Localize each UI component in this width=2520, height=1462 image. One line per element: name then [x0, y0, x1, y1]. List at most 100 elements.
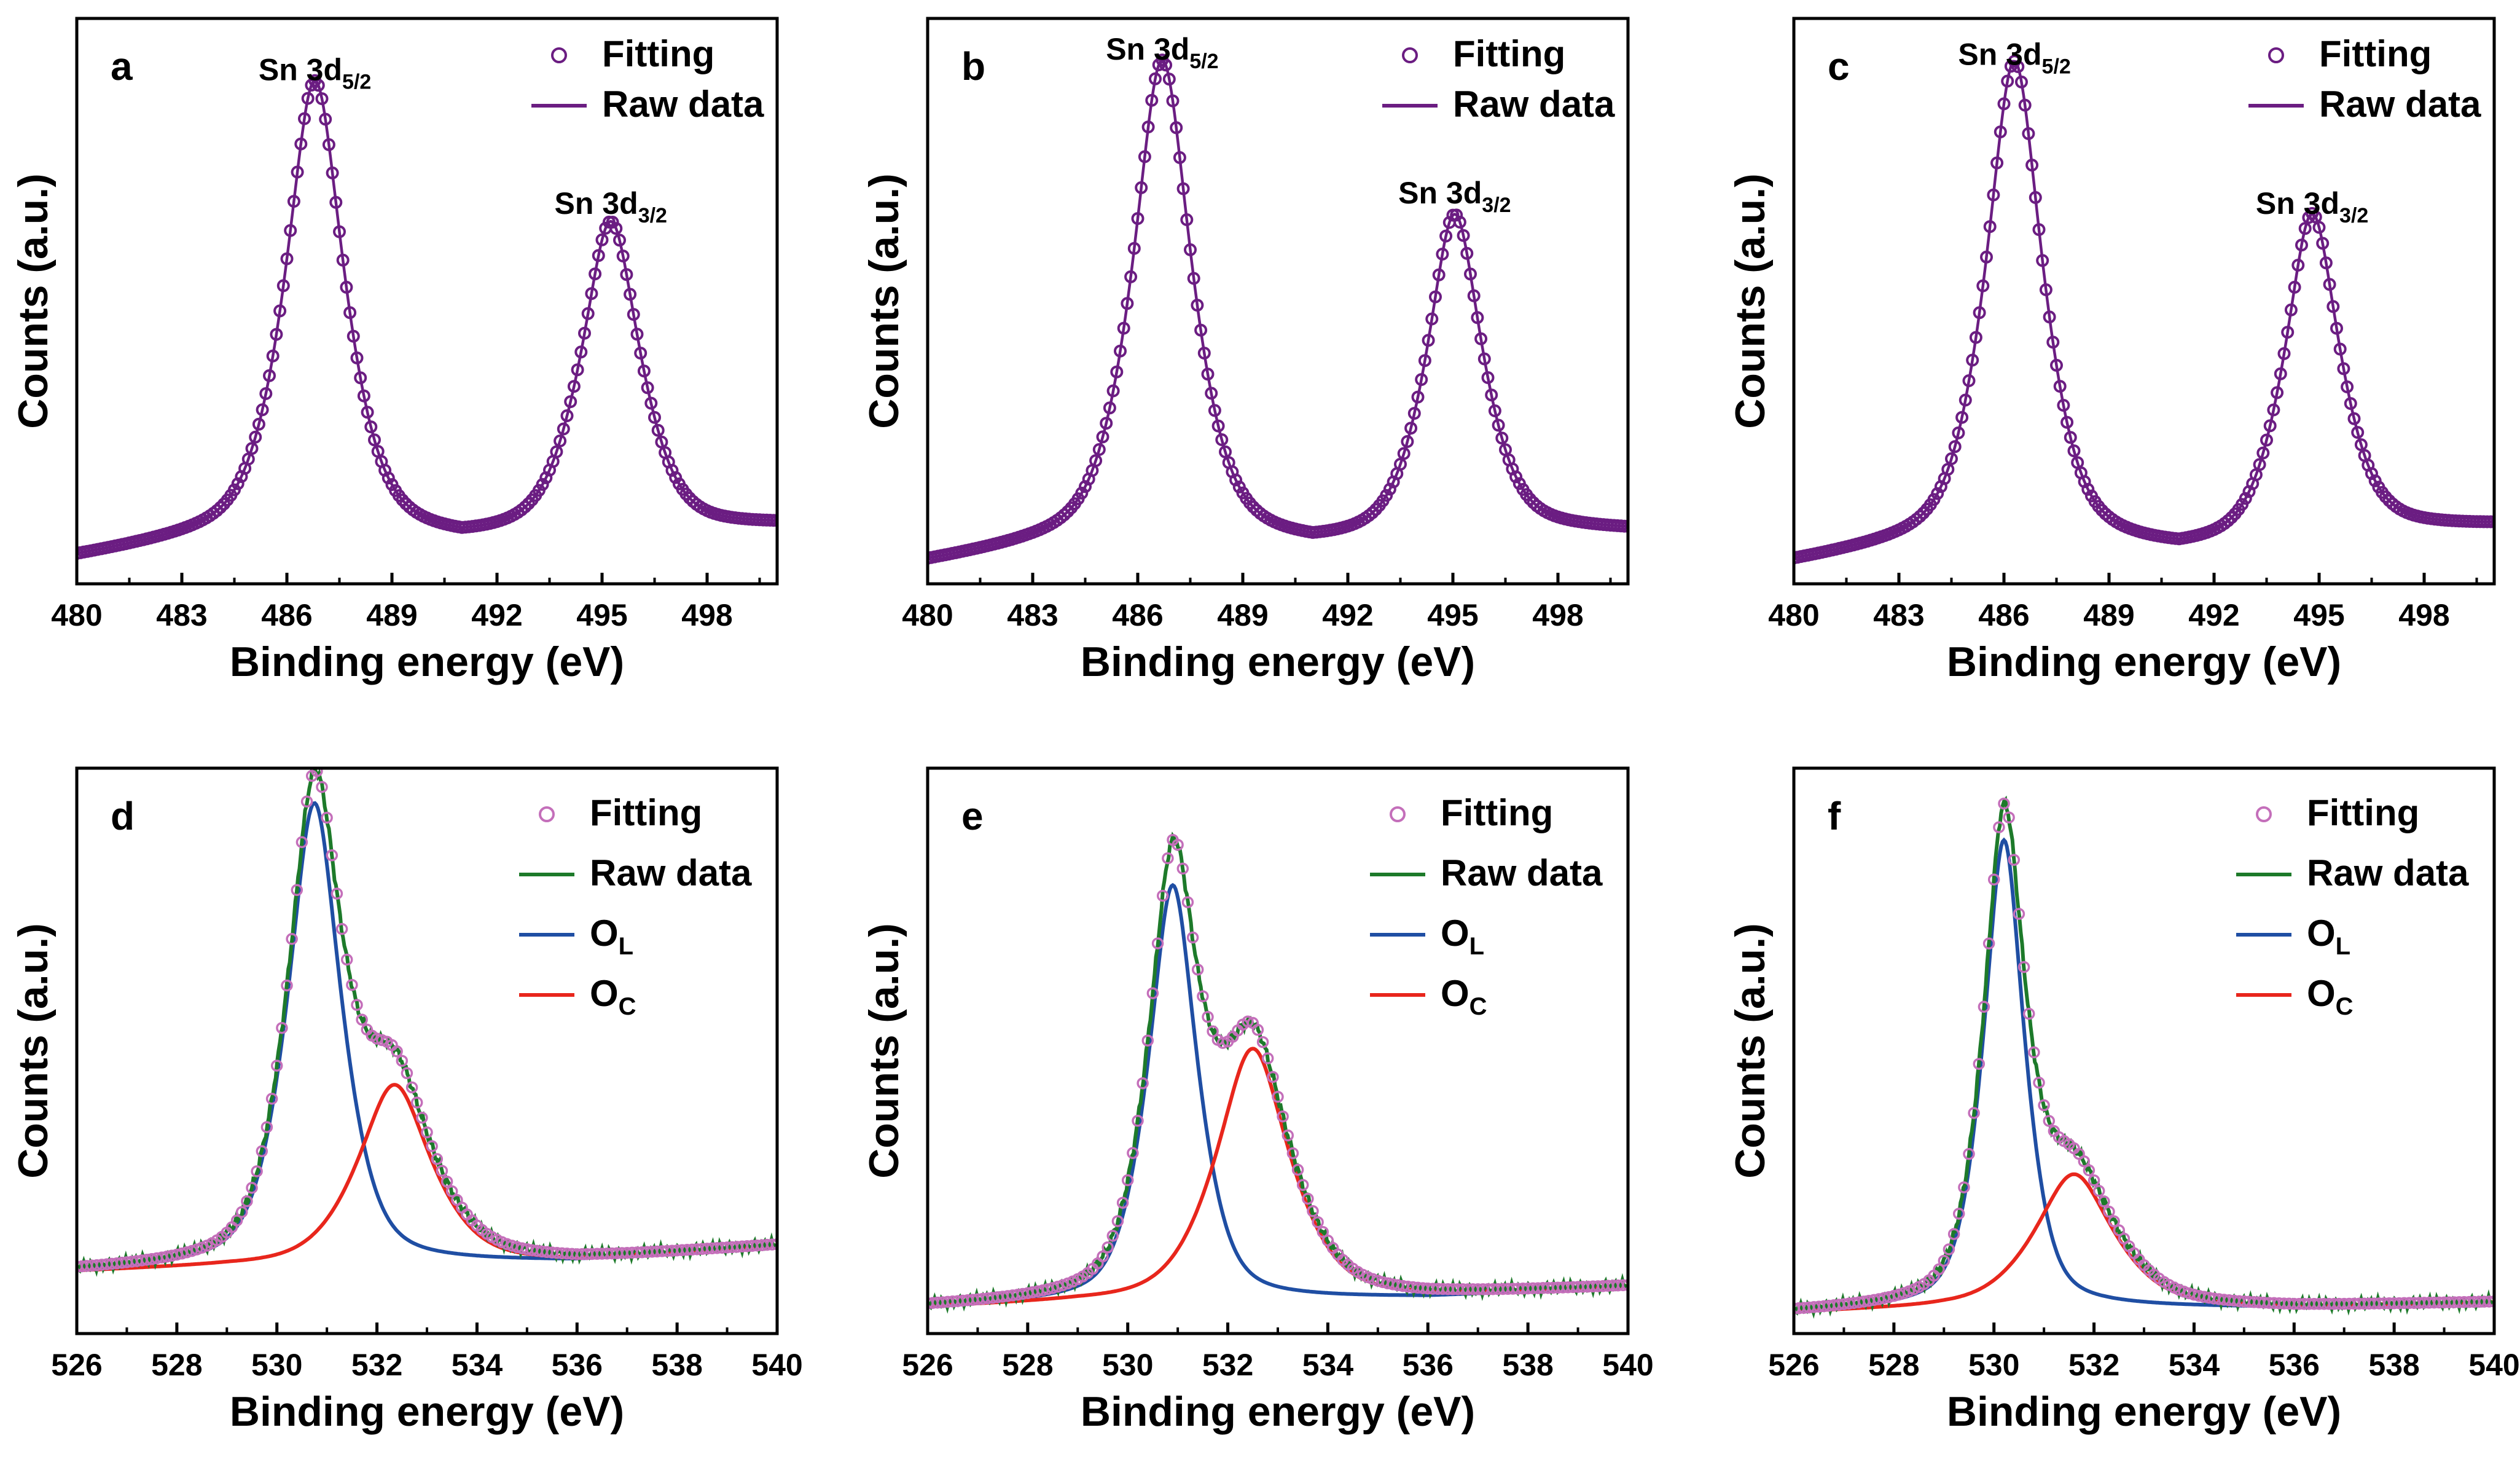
fitting-point [2256, 446, 2270, 460]
fitting-point [2333, 342, 2347, 356]
fitting-point [554, 434, 567, 447]
fitting-point [2319, 256, 2333, 270]
fitting-point [2113, 1224, 2126, 1236]
fitting-point [1958, 393, 1972, 407]
fitting-point [440, 1175, 453, 1188]
fitting-point [2253, 458, 2266, 471]
fitting-point [613, 234, 626, 247]
fitting-point [1492, 419, 1505, 432]
fitting-point [421, 1126, 433, 1139]
fitting-point [1943, 1243, 1955, 1256]
fitting-point [246, 1182, 258, 1194]
fitting-point [1121, 1174, 1134, 1187]
x-tick-label: 483 [156, 598, 207, 632]
fitting-point [1467, 289, 1481, 302]
x-tick-label: 498 [1532, 598, 1583, 632]
fitting-point [2015, 75, 2028, 88]
legend-entry: Raw data [602, 84, 764, 125]
fitting-point [340, 280, 353, 294]
fitting-point [2022, 127, 2035, 140]
fitting-point [2284, 303, 2298, 316]
fitting-point [1256, 1036, 1269, 1048]
fitting-point [1251, 1024, 1264, 1036]
fitting-point [270, 1059, 283, 1072]
fitting-point [1978, 1000, 1990, 1013]
x-tick-label: 526 [902, 1348, 953, 1382]
legend: Fitting Raw data [531, 33, 764, 125]
fitting-point [2098, 1195, 2110, 1208]
y-axis-label: Counts (a.u.) [10, 923, 57, 1179]
peak-annotation: Sn 3d3/2 [1398, 176, 1511, 217]
panel-label: e [961, 794, 984, 838]
x-tick-label: 492 [2188, 598, 2239, 632]
fitting-point [186, 1244, 198, 1257]
x-tick-label: 526 [51, 1348, 102, 1382]
fitting-point [1997, 97, 2011, 111]
fitting-point [1962, 374, 1976, 387]
fitting-point [329, 195, 343, 209]
fitting-point [2013, 908, 2025, 920]
x-tick-label: 534 [1302, 1348, 1354, 1382]
fitting-point [1485, 388, 1498, 402]
fitting-point [1947, 1228, 1960, 1240]
fitting-point [291, 165, 304, 179]
legend-entry: OL [1441, 913, 1484, 960]
fitting-point [2057, 399, 2070, 412]
fitting-point [1286, 1147, 1299, 1160]
fitting-point [333, 225, 346, 238]
fitting-point [2043, 1115, 2056, 1127]
x-tick-label: 540 [1602, 1348, 1653, 1382]
fitting-point [1219, 445, 1232, 458]
fitting-point [2036, 254, 2049, 267]
fitting-point [286, 933, 298, 945]
legend-entry: OC [590, 973, 636, 1020]
legend-marker-fitting [2268, 47, 2284, 63]
x-tick-label: 480 [902, 598, 953, 632]
x-tick-label: 532 [351, 1348, 402, 1382]
fitting-point [624, 288, 637, 301]
fitting-point [273, 304, 287, 318]
fitting-point [1958, 1181, 1970, 1193]
fitting-point [1973, 1058, 1986, 1070]
fitting-point [2067, 444, 2081, 458]
x-tick-label: 489 [2083, 598, 2134, 632]
x-tick-label: 495 [576, 598, 627, 632]
fitting-point [2354, 438, 2368, 452]
fitting-point [2271, 386, 2284, 399]
series-raw-data-line [928, 831, 1628, 1314]
x-tick-label: 480 [51, 598, 102, 632]
fitting-point [1131, 212, 1145, 226]
fitting-point [1121, 297, 1134, 310]
fitting-point [1471, 311, 1484, 324]
panel-d: 526 528 530 532 534 536 538 540 Binding energy (… [10, 766, 803, 1435]
fitting-point [651, 423, 665, 437]
fitting-point [1394, 457, 1407, 471]
fitting-point [1172, 838, 1184, 851]
legend: Fitting Raw data OL OC [1370, 792, 1603, 1020]
fitting-point [1180, 213, 1194, 226]
fitting-point [1208, 404, 1221, 417]
fitting-point [326, 166, 339, 179]
fitting-point [1450, 208, 1463, 222]
fitting-point [1980, 250, 1993, 264]
fitting-point [1261, 1052, 1274, 1064]
fitting-point [1124, 270, 1138, 283]
fitting-point [1453, 216, 1466, 229]
x-tick-label: 495 [2293, 598, 2344, 632]
fitting-point [2295, 238, 2308, 252]
panel-f: 526 528 530 532 534 536 538 540 Binding energy (… [1727, 766, 2520, 1435]
fitting-point [1089, 454, 1103, 468]
fitting-point [256, 1145, 268, 1158]
fitting-point [356, 1013, 368, 1026]
fitting-point [1621, 520, 1628, 533]
fitting-point [401, 1067, 413, 1080]
fitting-point [1149, 72, 1162, 85]
fitting-point [2022, 1007, 2035, 1020]
fitting-point [2029, 191, 2042, 204]
fitting-point [1987, 188, 2000, 202]
x-axis-label: Binding energy (eV) [230, 639, 624, 685]
legend: Fitting Raw data [2248, 33, 2481, 125]
fitting-point [2095, 504, 2109, 517]
fitting-point [1425, 312, 1439, 326]
x-tick-label: 538 [651, 1348, 702, 1382]
